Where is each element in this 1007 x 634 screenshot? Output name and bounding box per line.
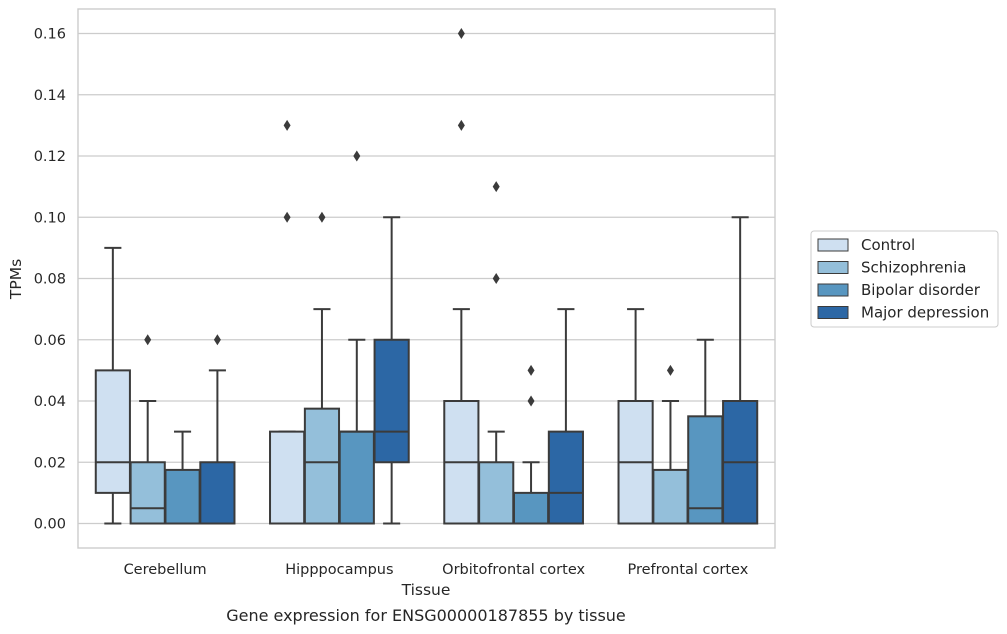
plot-frame xyxy=(77,8,776,549)
box-group xyxy=(164,430,201,525)
y-axis-title: TPMs xyxy=(7,259,25,300)
box-group xyxy=(199,334,236,525)
box-group xyxy=(129,334,166,525)
y-tick-label: 0.14 xyxy=(34,88,66,104)
box-iqr xyxy=(652,468,689,525)
outlier-marker xyxy=(457,28,465,39)
outlier-marker xyxy=(666,364,674,376)
y-tick-label: 0.08 xyxy=(34,272,66,288)
legend-label: Control xyxy=(861,236,915,254)
box-group xyxy=(687,338,724,525)
box-iqr xyxy=(478,461,515,525)
x-tick-label: Hipppocampus xyxy=(285,562,393,578)
legend-swatch xyxy=(817,261,849,274)
box-group xyxy=(338,150,375,525)
legend-swatch xyxy=(817,238,849,252)
box-iqr xyxy=(199,461,236,525)
x-tick-labels: Cerebellum Hipppocampus Orbitofrontal cort… xyxy=(124,562,749,578)
legend-label: Schizophrenia xyxy=(861,259,966,277)
x-tick-label: Cerebellum xyxy=(124,562,207,578)
box-group xyxy=(303,211,341,525)
legend-frame xyxy=(810,230,999,328)
x-tick-label: Orbitofrontal cortex xyxy=(442,562,585,578)
box-iqr xyxy=(164,468,201,525)
outlier-marker xyxy=(353,150,361,162)
outlier-marker xyxy=(318,211,326,223)
grid-lines xyxy=(78,32,775,525)
legend-swatch xyxy=(817,283,849,297)
outlier-marker xyxy=(457,119,465,131)
box-iqr xyxy=(338,430,375,525)
y-tick-label: 0.04 xyxy=(34,394,66,410)
box-group xyxy=(478,181,515,525)
x-tick-label: Prefrontal cortex xyxy=(627,562,748,578)
box-group xyxy=(652,364,689,525)
box-iqr xyxy=(512,491,550,525)
y-tick-label: 0.00 xyxy=(34,517,66,533)
box-group xyxy=(269,119,306,525)
y-tick-label: 0.06 xyxy=(34,333,66,349)
outlier-marker xyxy=(492,273,500,284)
box-marks xyxy=(94,28,759,525)
box-group xyxy=(547,308,584,525)
box-iqr xyxy=(547,430,584,525)
y-tick-label: 0.10 xyxy=(34,210,66,226)
outlier-marker xyxy=(283,211,291,223)
box-iqr xyxy=(94,369,131,494)
y-tick-label: 0.02 xyxy=(34,455,66,471)
y-tick-labels: 0.00 0.02 0.04 0.06 0.08 0.10 0.12 0.14 0.16 xyxy=(34,27,66,533)
outlier-marker xyxy=(527,364,535,376)
legend-label: Major depression xyxy=(861,304,989,322)
box-iqr xyxy=(303,407,341,525)
legend-label: Bipolar disorder xyxy=(861,281,981,299)
box-group xyxy=(617,308,654,525)
legend: Control Schizophrenia Bipolar disorder Majo… xyxy=(810,230,999,328)
y-tick-label: 0.16 xyxy=(34,27,66,43)
outlier-marker xyxy=(283,119,291,131)
outlier-marker xyxy=(492,181,500,193)
box-iqr xyxy=(373,338,410,464)
box-iqr xyxy=(269,430,306,525)
chart-caption: Gene expression for ENSG00000187855 by t… xyxy=(226,606,626,625)
box-group xyxy=(443,28,480,525)
outlier-marker xyxy=(527,395,535,407)
box-group xyxy=(373,216,410,525)
box-group xyxy=(512,364,550,525)
y-tick-label: 0.12 xyxy=(34,149,66,165)
outlier-marker xyxy=(213,334,221,346)
box-group xyxy=(722,216,759,525)
legend-swatch xyxy=(817,306,849,319)
outlier-marker xyxy=(144,334,152,346)
x-axis-title: Tissue xyxy=(401,581,451,599)
box-iqr xyxy=(129,461,166,525)
box-group xyxy=(94,246,131,525)
